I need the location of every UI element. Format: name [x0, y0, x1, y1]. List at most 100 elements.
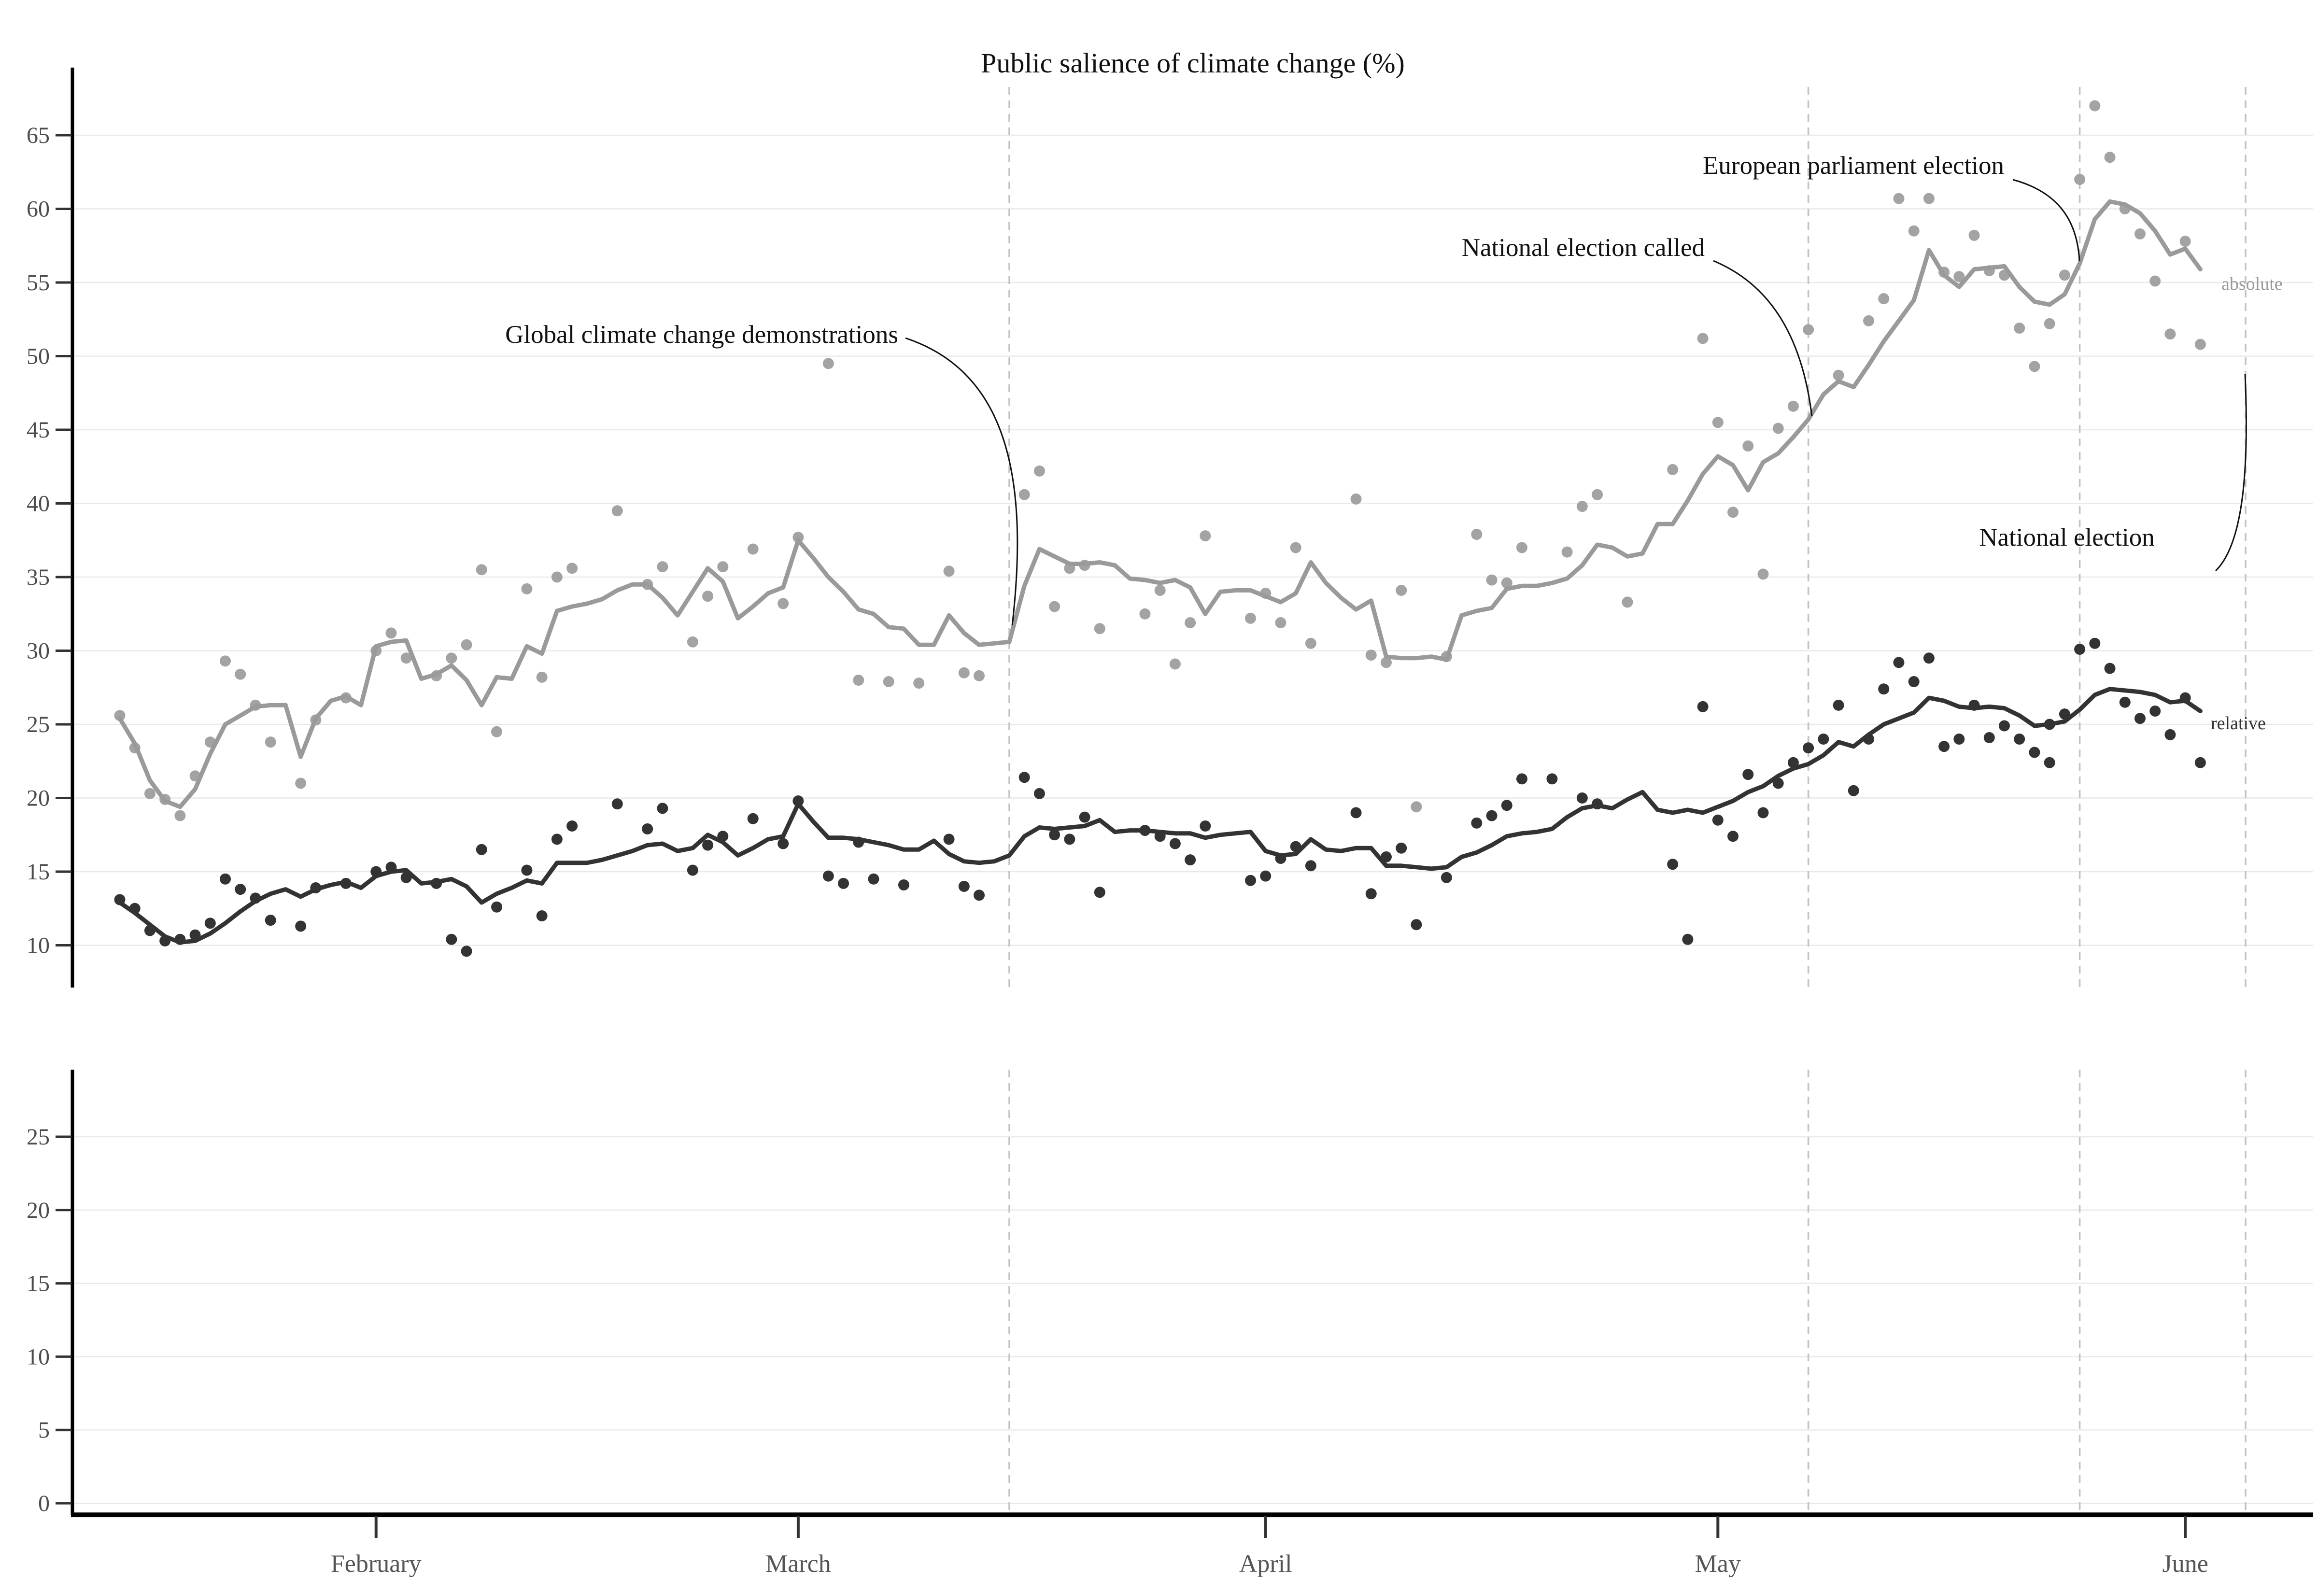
absolute-point [1968, 229, 1980, 241]
relative-point [536, 910, 548, 921]
absolute-point [1863, 315, 1875, 326]
absolute-point [265, 736, 276, 748]
absolute-point [1018, 489, 1030, 500]
relative-point [1169, 838, 1181, 849]
relative-point [657, 803, 668, 814]
y-tick-label: 35 [27, 565, 50, 590]
month-label: June [2162, 1550, 2208, 1578]
relative-point [1516, 773, 1527, 785]
relative-point [1018, 772, 1030, 783]
absolute-point [2014, 323, 2025, 334]
absolute-point [1516, 542, 1527, 553]
absolute-point [400, 652, 412, 664]
relative-point [1999, 720, 2010, 732]
relative-point [521, 864, 533, 876]
absolute-point [1139, 608, 1151, 620]
relative-point [1546, 773, 1558, 785]
absolute-point [1169, 658, 1181, 670]
absolute-point [687, 636, 698, 648]
relative-point [1094, 887, 1105, 898]
annotation-ep-election: European parliament election [1703, 152, 2004, 180]
month-label: May [1695, 1550, 1741, 1578]
relative-point [2149, 706, 2161, 717]
absolute-point [551, 571, 563, 583]
relative-point [1697, 701, 1709, 712]
absolute-point [2044, 318, 2055, 329]
relative-point [220, 873, 231, 885]
relative-point [687, 864, 698, 876]
absolute-point [883, 676, 894, 688]
y-tick-label: 5 [38, 1417, 50, 1443]
absolute-point [1712, 417, 1724, 428]
y-tick-label: 25 [27, 1124, 50, 1150]
relative-point [1200, 820, 1211, 832]
y-tick-label: 10 [27, 933, 50, 959]
absolute-point [1697, 333, 1709, 344]
relative-point [2014, 734, 2025, 745]
absolute-point [657, 561, 668, 573]
relative-point [1471, 817, 1483, 829]
absolute-point [2059, 269, 2070, 281]
absolute-point [461, 639, 472, 650]
absolute-point [1893, 193, 1905, 204]
absolute-point [521, 583, 533, 594]
relative-point [1033, 788, 1045, 799]
relative-point [2194, 757, 2206, 768]
relative-point [1049, 829, 1060, 841]
absolute-point [1049, 601, 1060, 612]
absolute-label: absolute [2221, 274, 2283, 294]
absolute-point [1787, 400, 1799, 412]
y-tick-label: 0 [38, 1491, 50, 1516]
absolute-point [2149, 275, 2161, 287]
absolute-point [385, 627, 397, 639]
relative-point [1245, 875, 1256, 886]
absolute-point [1803, 324, 1814, 336]
relative-point [777, 838, 789, 849]
absolute-point [220, 655, 231, 667]
y-tick-label: 25 [27, 712, 50, 737]
relative-point [566, 820, 578, 832]
absolute-point [943, 565, 955, 577]
absolute-point [1592, 489, 1603, 500]
relative-point [551, 833, 563, 845]
relative-point [1923, 652, 1935, 664]
absolute-point [1094, 623, 1105, 635]
absolute-point [1365, 650, 1377, 661]
absolute-point [1200, 530, 1211, 542]
absolute-point [1908, 225, 1920, 237]
relative-point [1064, 833, 1075, 845]
relative-point [295, 920, 307, 932]
absolute-point [1245, 612, 1256, 624]
absolute-point [1667, 464, 1679, 475]
absolute-point [2029, 361, 2040, 372]
relative-point [1818, 734, 1829, 745]
relative-point [461, 946, 472, 957]
annotation-national-election: National election [1979, 523, 2155, 551]
y-tick-label: 10 [27, 1344, 50, 1370]
relative-point [1953, 734, 1965, 745]
annotation-arrow-national-election [2215, 374, 2247, 572]
relative-point [1848, 785, 1859, 796]
relative-point [898, 879, 909, 890]
absolute-point [1350, 493, 1362, 505]
relative-point [1983, 732, 1995, 743]
absolute-point [1154, 584, 1166, 596]
absolute-point [1305, 637, 1316, 649]
relative-point [1441, 872, 1452, 883]
relative-point [204, 918, 216, 929]
absolute-point [702, 591, 714, 602]
relative-point [958, 881, 970, 892]
absolute-point [446, 652, 457, 664]
absolute-point [1411, 801, 1422, 813]
relative-point [1712, 814, 1724, 826]
relative-point [1185, 854, 1196, 866]
absolute-point [611, 505, 623, 517]
relative-point [611, 798, 623, 810]
absolute-point [2164, 328, 2176, 340]
relative-point [1938, 741, 1950, 752]
relative-label: relative [2211, 713, 2266, 734]
absolute-point [1486, 574, 1498, 586]
absolute-point [2134, 228, 2146, 240]
absolute-point [853, 675, 864, 686]
